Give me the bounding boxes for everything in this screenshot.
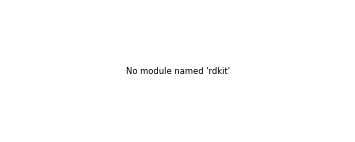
Text: No module named 'rdkit': No module named 'rdkit' xyxy=(126,66,229,76)
